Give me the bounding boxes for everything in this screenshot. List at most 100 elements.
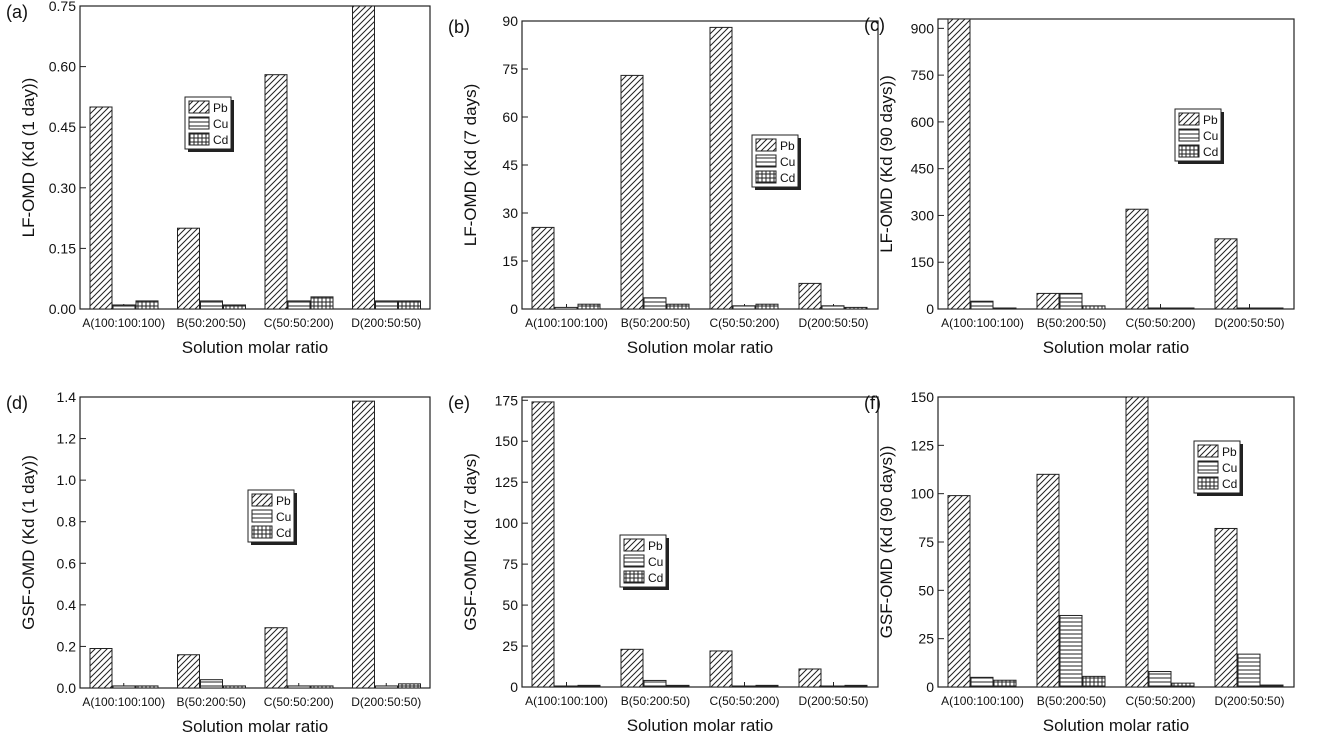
legend-label-pb: Pb [780,139,795,153]
y-tick-label: 1.0 [57,472,77,488]
legend-label-pb: Pb [276,494,291,508]
legend-swatch-cu [251,509,273,523]
bar-cu [112,304,136,310]
bar-cu [1237,307,1261,310]
panel-letter: (c) [864,15,885,35]
bar-cu [643,679,667,688]
bar-pb [264,74,288,310]
legend-swatch-pb [188,100,210,114]
y-tick-label: 100 [495,515,519,531]
legend-label-cu: Cu [1222,461,1237,475]
x-tick-label: B(50:200:50) [177,695,246,709]
y-tick-label: 0.15 [49,240,76,256]
x-tick-label: A(100:100:100) [82,316,165,330]
bar-pb [947,495,971,688]
legend-label-cd: Cd [1203,145,1218,159]
y-tick-label: 175 [495,392,519,408]
y-tick-label: 1.4 [57,389,77,405]
legend-swatch-cu [1178,128,1200,142]
bar-pb [620,74,644,310]
plot-frame [79,5,431,310]
legend-swatch-cu [755,154,777,168]
bar-pb [89,648,113,689]
bar-cu [554,306,578,310]
x-tick-label: C(50:50:200) [709,694,779,708]
bar-cu [554,685,578,688]
bar-cu [112,685,136,689]
y-tick-label: 75 [502,61,518,77]
x-tick-label: D(200:50:50) [798,316,868,330]
bar-cd [135,685,159,689]
y-tick-label: 150 [495,433,519,449]
bar-pb [264,627,288,689]
bar-pb [798,668,822,688]
legend-swatch-cd [251,525,273,539]
legend-swatch-cu [623,554,645,568]
bar-pb [531,401,555,688]
legend: Pb Cu Cd [619,534,669,590]
bar-cu [1059,292,1083,310]
y-tick-label: 30 [502,205,518,221]
legend: Pb Cu Cd [247,489,297,545]
bar-pb [709,26,733,310]
legend-label-cu: Cu [276,510,291,524]
legend-swatch-cd [623,570,645,584]
y-tick-label: 0 [926,301,934,317]
x-axis-label: Solution molar ratio [182,338,328,357]
panel-letter: (d) [6,393,28,413]
y-tick-label: 900 [911,20,935,36]
x-tick-label: C(50:50:200) [709,316,779,330]
legend-swatch-pb [251,493,273,507]
bar-cd [844,684,868,688]
legend-label-cd: Cd [1222,477,1237,491]
y-axis-label: LF-OMD (Kd (7 days) [461,84,480,246]
y-tick-label: 0.30 [49,180,76,196]
bar-cu [200,679,223,689]
bar-cd [577,684,601,688]
bar-pb [947,18,971,310]
x-tick-label: A(100:100:100) [525,694,608,708]
y-axis-label: LF-OMD (Kd (1 day)) [19,78,38,238]
y-tick-label: 1.2 [57,431,77,447]
y-tick-label: 0 [510,301,518,317]
bar-cd [223,304,246,310]
bar-cd [844,306,868,310]
y-tick-label: 0.2 [57,638,77,654]
bar-cu [970,676,994,688]
x-axis-label: Solution molar ratio [182,717,328,736]
y-tick-label: 60 [502,109,518,125]
bar-pb [1125,396,1149,688]
legend: Pb Cu Cd [1193,440,1243,496]
x-axis-label: Solution molar ratio [627,716,773,735]
x-tick-label: D(200:50:50) [1214,316,1284,330]
y-tick-label: 0.45 [49,119,76,135]
y-tick-label: 90 [502,13,518,29]
x-tick-label: D(200:50:50) [351,695,421,709]
legend: Pb Cu Cd [184,96,234,152]
y-tick-label: 125 [495,474,519,490]
x-tick-label: B(50:200:50) [621,694,690,708]
bar-cd [310,685,334,689]
y-tick-label: 0.4 [57,597,77,613]
y-tick-label: 50 [918,582,934,598]
panel-d: (d) 0.0 0.2 0.4 0.6 0.8 1.0 1.2 1.4 GSF-OMD (Kd (… [6,389,431,736]
y-tick-label: 0 [926,679,934,695]
x-tick-label: D(200:50:50) [351,316,421,330]
y-axis-label: GSF-OMD (Kd (7 days) [461,453,480,631]
legend-swatch-cu [188,116,210,130]
bar-cd [1171,307,1195,310]
bar-pb [531,226,555,310]
y-axis-label: LF-OMD (Kd (90 days)) [877,75,896,253]
plot-frame [79,396,431,689]
bar-cd [223,685,246,689]
y-tick-label: 300 [911,207,935,223]
bar-cu [287,685,311,689]
y-tick-label: 0.8 [57,514,77,530]
bar-cu [821,305,845,310]
x-tick-label: C(50:50:200) [1125,694,1195,708]
legend-swatch-cu [1197,460,1219,474]
y-tick-label: 600 [911,114,935,130]
bar-cu [375,300,398,310]
panel-e: (e) 0 25 50 75 100 125 150 175 GSF-OMD (Kd (7 day… [448,392,879,735]
